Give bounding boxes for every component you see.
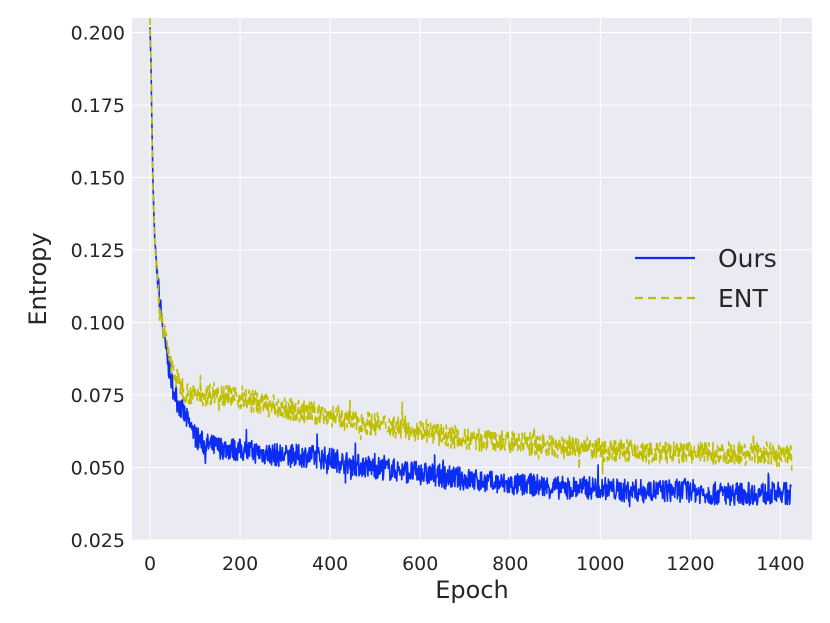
x-tick-label: 800 (492, 553, 528, 575)
x-tick-label: 600 (402, 553, 438, 575)
y-tick-label: 0.025 (71, 530, 125, 552)
x-axis-ticks: 0 200 400 600 800 1000 1200 1400 (144, 553, 805, 575)
x-tick-label: 1000 (576, 553, 624, 575)
y-tick-label: 0.200 (71, 23, 125, 45)
series-line-ours (149, 27, 793, 508)
y-tick-label: 0.150 (71, 168, 125, 190)
x-tick-label: 1400 (756, 553, 804, 575)
y-tick-label: 0.100 (71, 313, 125, 335)
y-axis-ticks: 0.025 0.050 0.075 0.100 0.125 0.150 0.175 0.200 (71, 23, 125, 553)
legend-label-ours: Ours (718, 244, 777, 273)
y-tick-label: 0.125 (71, 240, 125, 262)
series-layer (149, 18, 793, 508)
legend: Ours ENT (635, 244, 777, 313)
x-tick-label: 0 (144, 553, 156, 575)
plot-area (132, 18, 812, 540)
legend-label-ent: ENT (718, 284, 768, 313)
x-axis-label: Epoch (435, 576, 509, 604)
y-tick-label: 0.075 (71, 385, 125, 407)
x-tick-label: 400 (312, 553, 348, 575)
series-line-ent (149, 18, 793, 475)
y-axis-label: Entropy (24, 232, 52, 325)
x-tick-label: 200 (222, 553, 258, 575)
x-tick-label: 1200 (666, 553, 714, 575)
y-tick-label: 0.175 (71, 95, 125, 117)
y-tick-label: 0.050 (71, 458, 125, 480)
